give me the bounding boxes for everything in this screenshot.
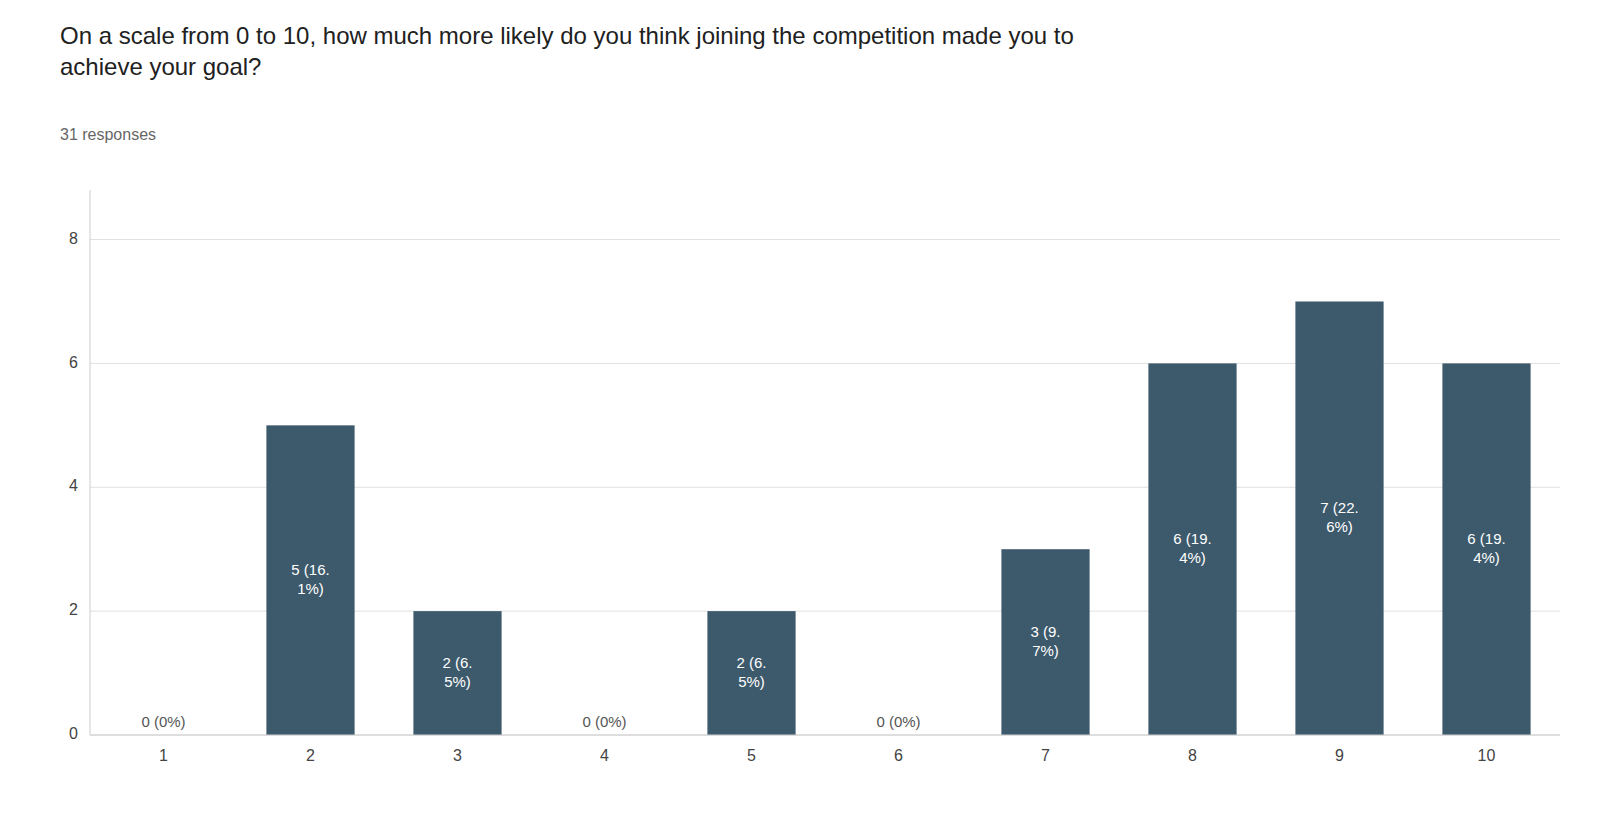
title: On a scale from 0 to 10, how much more l… (60, 22, 1074, 80)
bar (707, 611, 795, 735)
grid (90, 240, 1560, 735)
x-axis-line (90, 735, 1560, 736)
bar (1442, 363, 1530, 735)
x-tick-label: 4 (600, 747, 609, 764)
bar (413, 611, 501, 735)
x-tick-label: 1 (159, 747, 168, 764)
y-tick-label: 8 (69, 230, 78, 247)
x-tick-label: 5 (747, 747, 756, 764)
subtitle: 31 responses (60, 126, 156, 143)
bar (1001, 549, 1089, 735)
data-label: 3 (9.7%) (1030, 623, 1060, 659)
data-label: 0 (0%) (582, 713, 626, 730)
x-tick-label: 7 (1041, 747, 1050, 764)
bar (1295, 301, 1383, 735)
x-tick-label: 9 (1335, 747, 1344, 764)
y-tick-label: 6 (69, 354, 78, 371)
grid-line (90, 239, 1560, 240)
y-tick-label: 2 (69, 601, 78, 618)
x-tick-label: 2 (306, 747, 315, 764)
chart-svg: On a scale from 0 to 10, how much more l… (0, 0, 1600, 813)
chart-container: On a scale from 0 to 10, how much more l… (0, 0, 1600, 813)
data-label: 5 (16.1%) (291, 561, 329, 597)
x-tick-label: 8 (1188, 747, 1197, 764)
data-label: 6 (19.4%) (1173, 530, 1211, 566)
bars (266, 301, 1530, 735)
y-tick-label: 4 (69, 477, 78, 494)
data-label: 2 (6.5%) (442, 654, 472, 690)
data-label: 7 (22.6%) (1320, 499, 1358, 535)
x-tick-label: 6 (894, 747, 903, 764)
data-label: 2 (6.5%) (736, 654, 766, 690)
bar (266, 425, 354, 735)
bar (1148, 363, 1236, 735)
data-labels: 0 (0%) 5 (16.1%) 2 (6.5%) 0 (0%) 2 (6.5%) 0 (… (141, 499, 1505, 730)
x-tick-label: 3 (453, 747, 462, 764)
y-axis-line (90, 190, 91, 735)
data-label: 6 (19.4%) (1467, 530, 1505, 566)
data-label: 0 (0%) (876, 713, 920, 730)
grid-line (90, 735, 1560, 736)
x-tick-label: 10 (1478, 747, 1496, 764)
y-tick-label: 0 (69, 725, 78, 742)
data-label: 0 (0%) (141, 713, 185, 730)
